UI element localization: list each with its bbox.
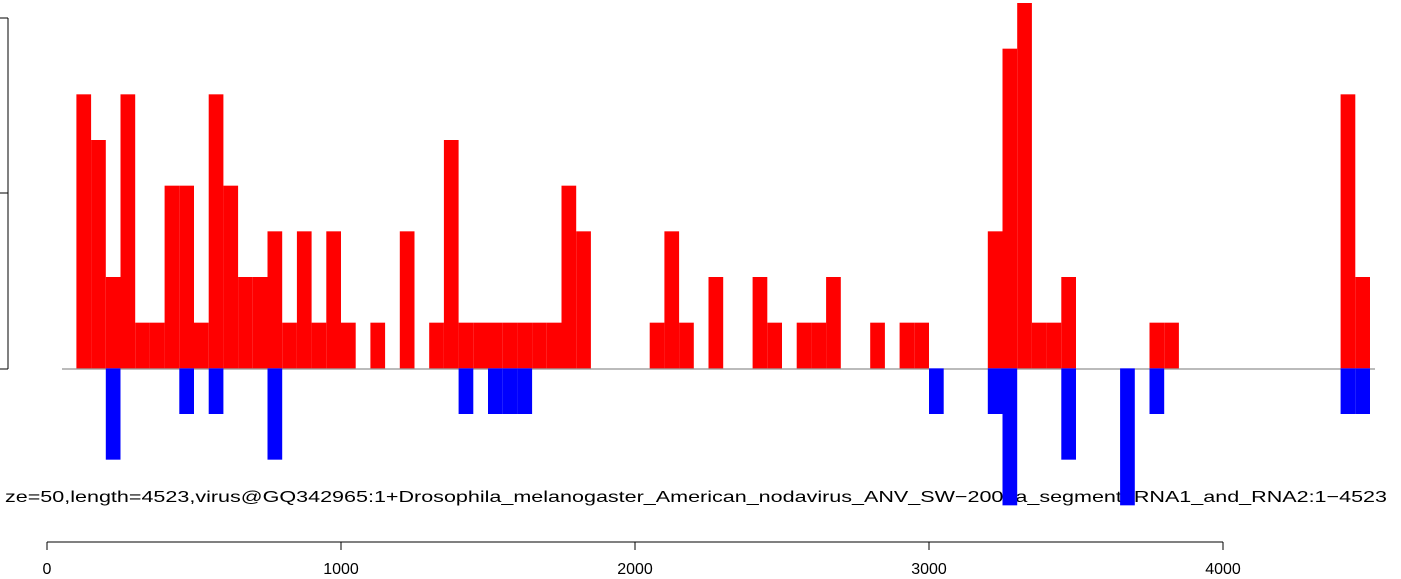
bar bbox=[1061, 368, 1076, 460]
bar bbox=[1355, 277, 1370, 369]
bar bbox=[1340, 94, 1356, 369]
bar bbox=[296, 231, 312, 369]
bar bbox=[399, 231, 415, 369]
bar bbox=[238, 277, 253, 369]
bar bbox=[987, 368, 1003, 414]
bar bbox=[767, 322, 782, 369]
x-tick-label: 3000 bbox=[911, 561, 947, 578]
bar bbox=[1002, 48, 1018, 369]
bar bbox=[488, 368, 503, 414]
bar bbox=[149, 322, 165, 369]
bar bbox=[458, 322, 474, 369]
bar bbox=[76, 94, 92, 369]
bar bbox=[458, 368, 474, 414]
bar bbox=[929, 368, 944, 414]
bar bbox=[488, 322, 503, 369]
bar bbox=[1340, 368, 1356, 414]
bar bbox=[311, 322, 327, 369]
bar bbox=[517, 322, 533, 369]
bar bbox=[473, 322, 488, 369]
bar bbox=[208, 368, 224, 414]
bar bbox=[502, 368, 518, 414]
bar bbox=[708, 277, 724, 369]
bar bbox=[105, 277, 121, 369]
bar bbox=[502, 322, 518, 369]
bar bbox=[179, 185, 194, 369]
bar bbox=[1017, 3, 1032, 369]
bar bbox=[752, 277, 768, 369]
bar bbox=[811, 322, 827, 369]
bar bbox=[223, 185, 239, 369]
bar bbox=[1031, 322, 1047, 369]
bar bbox=[164, 185, 180, 369]
bar bbox=[1355, 368, 1370, 414]
x-tick-label: 1000 bbox=[323, 561, 359, 578]
bar bbox=[1120, 368, 1135, 506]
bar bbox=[326, 231, 341, 369]
bar bbox=[91, 140, 106, 369]
bar bbox=[252, 277, 268, 369]
bar bbox=[664, 231, 680, 369]
bar bbox=[179, 368, 194, 414]
bar bbox=[1164, 322, 1179, 369]
bar bbox=[1002, 368, 1018, 506]
bar bbox=[1149, 368, 1165, 414]
bar bbox=[914, 322, 929, 369]
bar bbox=[899, 322, 915, 369]
bar bbox=[1046, 322, 1062, 369]
x-tick-label: 2000 bbox=[617, 561, 653, 578]
x-axis-label: ze=50,length=4523,virus@GQ342965:1+Droso… bbox=[5, 489, 1387, 506]
bar bbox=[443, 140, 459, 369]
bar bbox=[649, 322, 665, 369]
bar bbox=[370, 322, 386, 369]
bar bbox=[561, 185, 577, 369]
bar bbox=[1061, 277, 1076, 369]
bar bbox=[429, 322, 444, 369]
bar bbox=[532, 322, 547, 369]
bar bbox=[341, 322, 356, 369]
bar bbox=[135, 322, 150, 369]
bar bbox=[267, 368, 283, 460]
bar bbox=[105, 368, 121, 460]
bar bbox=[517, 368, 533, 414]
bar bbox=[267, 231, 283, 369]
bar bbox=[1149, 322, 1165, 369]
bar bbox=[796, 322, 812, 369]
bar bbox=[282, 322, 297, 369]
bar bbox=[870, 322, 885, 369]
bar bbox=[987, 231, 1003, 369]
bar bbox=[208, 94, 224, 369]
bar bbox=[826, 277, 841, 369]
bar bbox=[120, 94, 136, 369]
bar bbox=[679, 322, 694, 369]
bar bbox=[194, 322, 209, 369]
bar bbox=[546, 322, 562, 369]
bar bbox=[576, 231, 591, 369]
x-tick-label: 0 bbox=[43, 561, 52, 578]
x-tick-label: 4000 bbox=[1205, 561, 1241, 578]
